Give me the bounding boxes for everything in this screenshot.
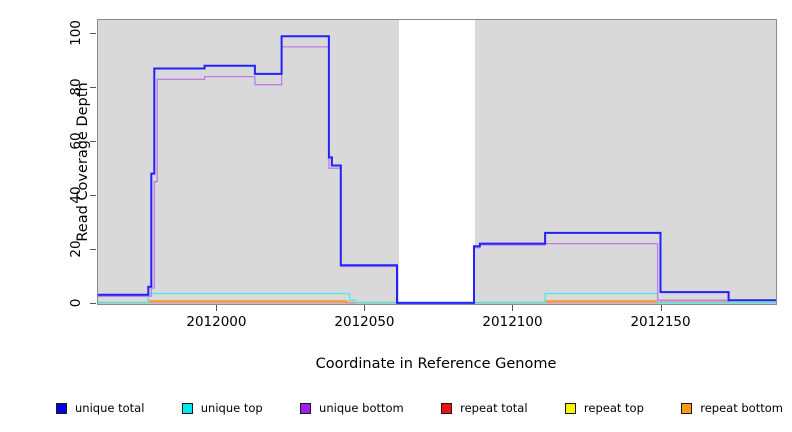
legend-swatch-icon [681,402,693,414]
x-tick-label: 2012100 [482,314,543,330]
legend-item-unique-bottom: unique bottom [300,401,404,415]
legend-label: unique total [75,401,145,415]
y-axis-title: Read Coverage Depth [75,82,91,242]
x-tick-mark [512,305,514,311]
legend-item-repeat-total: repeat total [441,401,528,415]
y-tick-mark [90,141,96,143]
legend-item-unique-total: unique total [56,401,144,415]
legend-swatch-icon [441,402,453,414]
x-tick-label: 2012150 [630,314,691,330]
y-tick-label: 100 [68,20,84,47]
y-tick-mark [90,302,96,304]
legend-item-repeat-top: repeat top [564,401,644,415]
series-line-unique-total [98,35,776,304]
x-tick-mark [364,305,366,311]
y-tick-mark [90,33,96,35]
legend-swatch-icon [300,402,312,414]
x-tick-label: 2012050 [334,314,395,330]
legend-item-unique-top: unique top [181,401,263,415]
plot-area [97,19,777,305]
legend-label: unique top [200,401,263,415]
x-axis-title: Coordinate in Reference Genome [315,356,557,372]
masked-region [398,20,476,304]
coverage-step-lines [98,35,776,304]
legend-swatch-icon [564,402,576,414]
series-line-unique-bottom [98,46,776,304]
y-tick-label: 0 [68,298,84,308]
y-tick-label: 80 [68,78,84,96]
x-tick-label: 2012000 [186,314,247,330]
legend-label: repeat top [583,401,644,415]
legend-label: unique bottom [319,401,404,415]
legend-swatch-icon [181,402,193,414]
x-tick-mark [660,305,662,311]
x-tick-mark [216,305,218,311]
legend: unique total unique top unique bottom repea… [56,398,783,418]
legend-label: repeat bottom [700,401,783,415]
y-tick-label: 40 [68,186,84,204]
y-tick-label: 20 [68,240,84,258]
y-tick-label: 60 [68,132,84,150]
y-tick-mark [90,195,96,197]
legend-label: repeat total [460,401,528,415]
y-tick-mark [90,249,96,251]
y-tick-mark [90,87,96,89]
legend-swatch-icon [56,402,67,414]
legend-item-repeat-bottom: repeat bottom [681,401,783,415]
